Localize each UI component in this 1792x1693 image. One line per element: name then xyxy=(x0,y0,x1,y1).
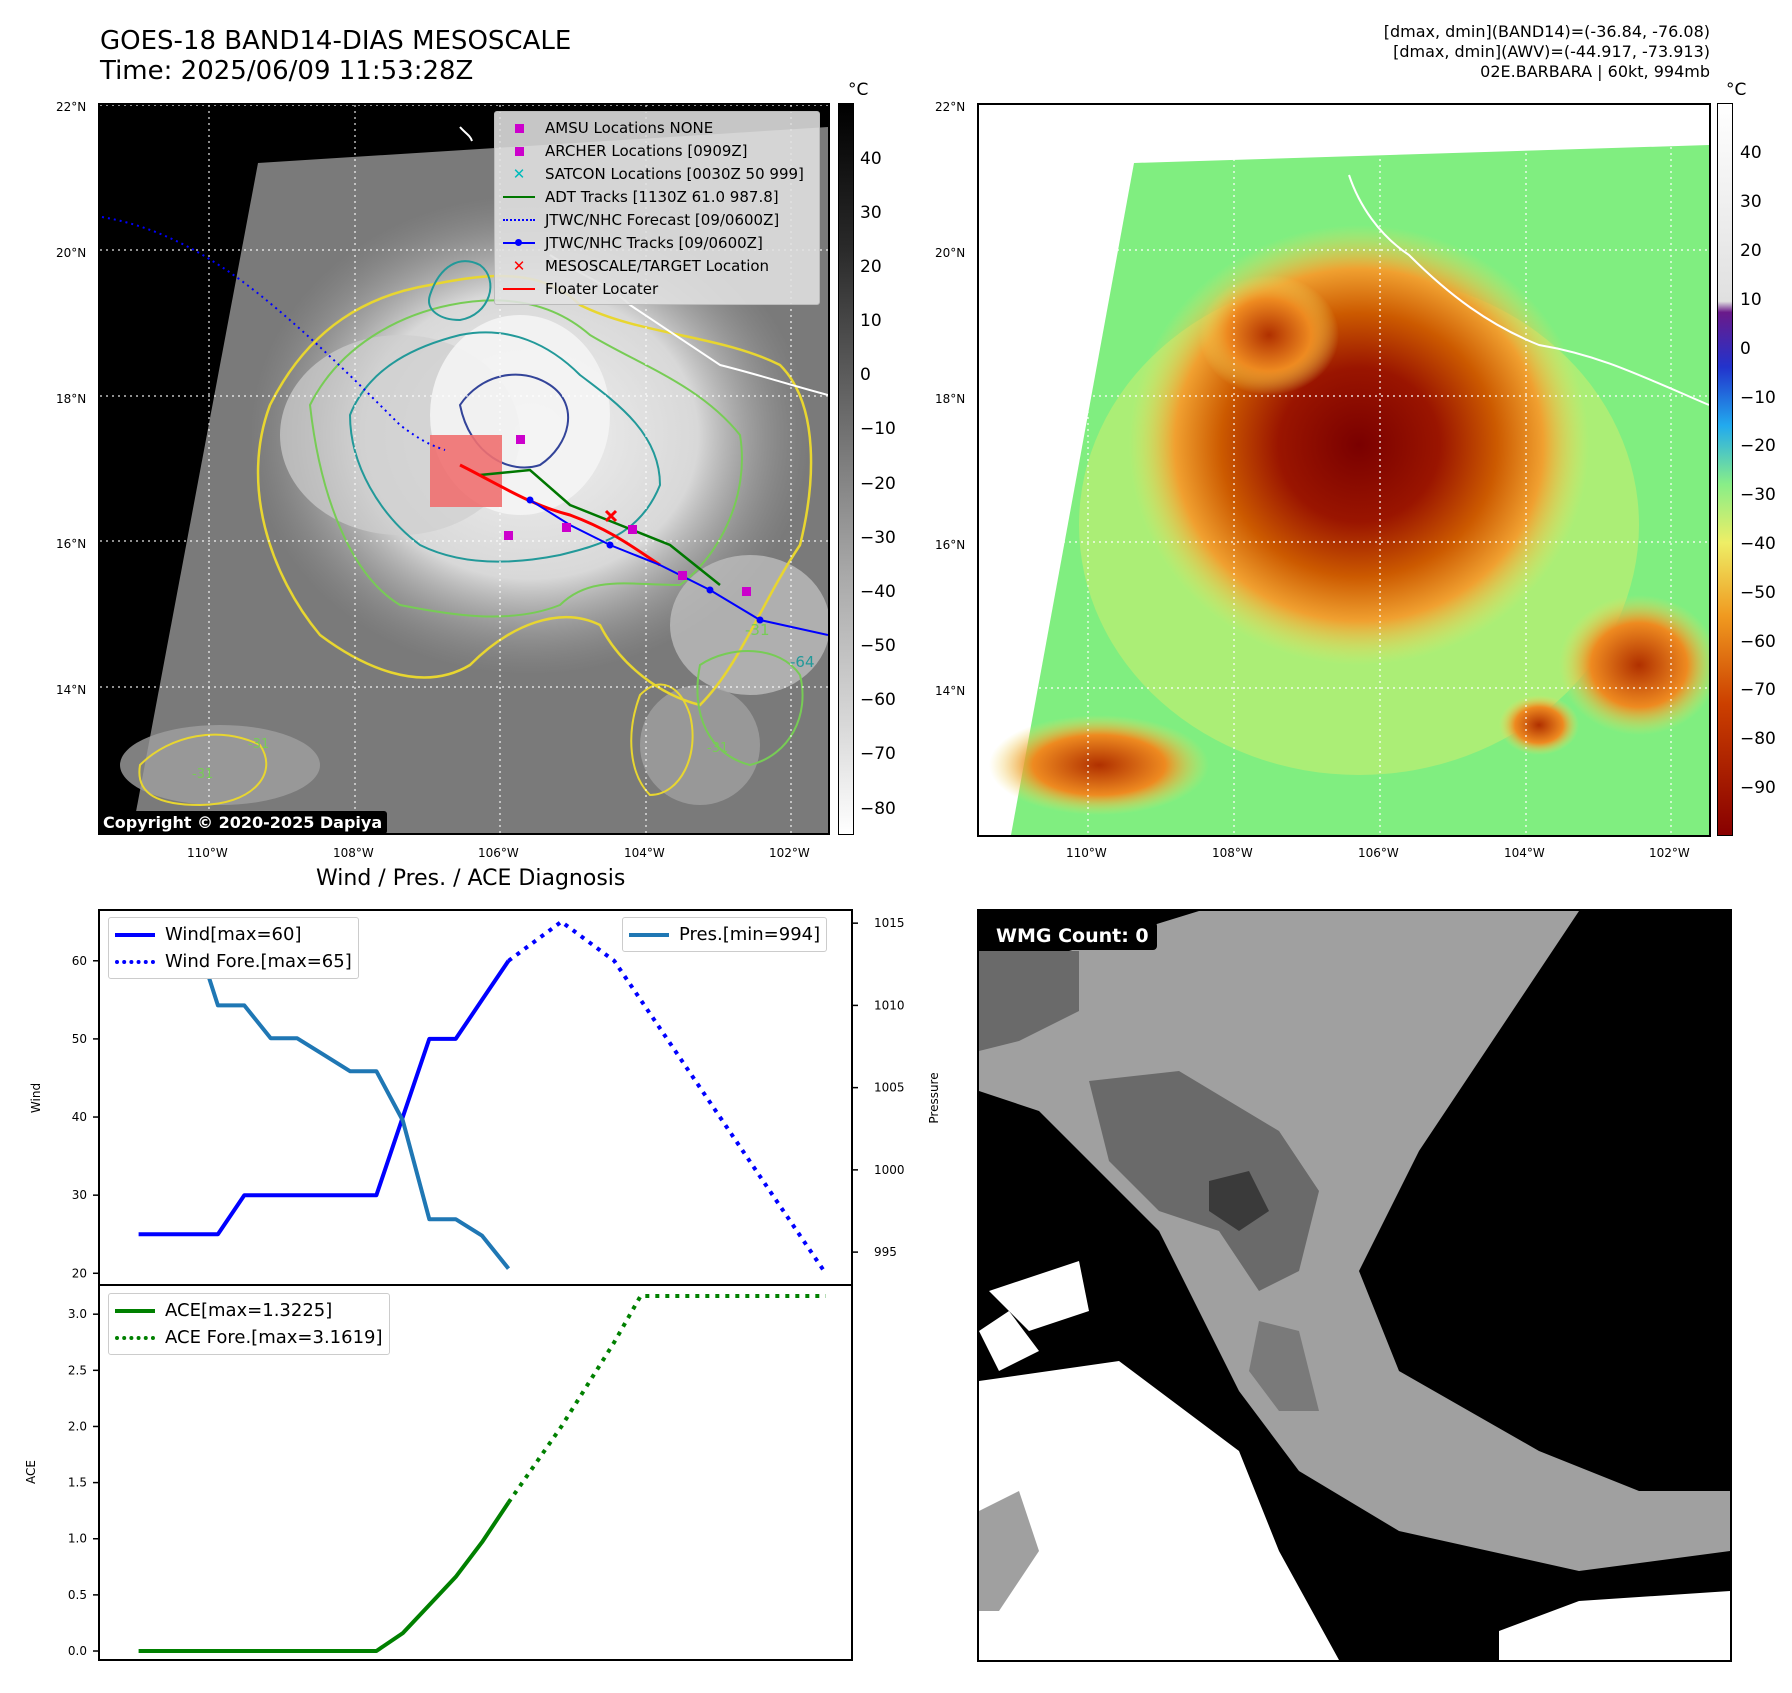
series-line xyxy=(507,919,828,1275)
contour-label: -31 xyxy=(248,737,270,752)
awv-colorbar xyxy=(1717,103,1733,836)
y-tick-label: 2.5 xyxy=(68,1363,87,1377)
colorbar-unit: °C xyxy=(848,80,869,100)
y-tick-label: 1.5 xyxy=(68,1476,87,1490)
lon-label: 110°W xyxy=(187,846,228,860)
ace-marks: 0.0 0.5 1.0 1.5 2.0 2.5 3.0 xyxy=(68,1294,826,1658)
lat-label: 18°N xyxy=(935,392,966,406)
y-tick-label: 40 xyxy=(72,1110,87,1124)
y-tick-label: 50 xyxy=(72,1032,87,1046)
contour-label: -31 xyxy=(192,767,214,782)
legend-item: AMSU Locations NONE xyxy=(501,116,813,139)
legend-item: Wind[max=60] xyxy=(115,921,352,948)
legend-item: JTWC/NHC Tracks [09/0600Z] xyxy=(501,231,813,254)
series-line xyxy=(506,1294,826,1504)
y-right-tick-label: 1010 xyxy=(874,998,905,1012)
lat-label: 16°N xyxy=(56,537,87,551)
wmg-panel xyxy=(977,909,1732,1662)
wind-axis-label: Wind xyxy=(29,1083,43,1113)
awv-map-panel xyxy=(977,103,1711,837)
contour-label: -31 xyxy=(745,621,770,639)
lon-label: 102°W xyxy=(769,846,810,860)
lat-label: 20°N xyxy=(56,246,87,260)
legend-item: ACE Fore.[max=3.1619] xyxy=(115,1324,383,1351)
y-tick-label: 60 xyxy=(72,954,87,968)
pressure-axis-label: Pressure xyxy=(927,1072,941,1123)
legend-item: Wind Fore.[max=65] xyxy=(115,948,352,975)
ir-colorbar xyxy=(838,103,854,835)
lon-label: 110°W xyxy=(1066,846,1107,860)
lat-label: 16°N xyxy=(935,538,966,552)
lat-label: 14°N xyxy=(935,684,966,698)
pressure-legend: Pres.[min=994] xyxy=(622,917,828,952)
lat-label: 22°N xyxy=(56,100,87,114)
storm-info: [dmax, dmin](BAND14)=(-36.84, -76.08) [d… xyxy=(1384,22,1710,82)
ace-plot-frame xyxy=(98,1284,853,1661)
lon-label: 108°W xyxy=(333,846,374,860)
chart-timestamp: Time: 2025/06/09 11:53:28Z xyxy=(100,56,474,86)
lat-label: 14°N xyxy=(56,683,87,697)
chart-title: GOES-18 BAND14-DIAS MESOSCALE xyxy=(100,26,572,56)
lat-label: 20°N xyxy=(935,246,966,260)
lon-label: 108°W xyxy=(1212,846,1253,860)
lon-label: 106°W xyxy=(478,846,519,860)
series-line xyxy=(138,1501,511,1653)
diagnosis-title: Wind / Pres. / ACE Diagnosis xyxy=(316,866,626,891)
y-right-tick-label: 1005 xyxy=(874,1081,905,1095)
legend-item: Pres.[min=994] xyxy=(629,921,820,948)
legend-item: JTWC/NHC Forecast [09/0600Z] xyxy=(501,208,813,231)
legend-item: ✕ SATCON Locations [0030Z 50 999] xyxy=(512,164,804,183)
legend-item: ARCHER Locations [0909Z] xyxy=(501,139,813,162)
lat-label: 18°N xyxy=(56,392,87,406)
y-right-tick-label: 1000 xyxy=(874,1163,905,1177)
legend-item: Floater Locater xyxy=(501,277,813,300)
y-tick-label: 30 xyxy=(72,1188,87,1202)
legend-item: ✕ MESOSCALE/TARGET Location xyxy=(512,256,770,275)
y-tick-label: 0.5 xyxy=(68,1588,87,1602)
wmg-count-badge: WMG Count: 0 xyxy=(988,922,1157,950)
y-tick-label: 1.0 xyxy=(68,1532,87,1546)
band14-range: [dmax, dmin](BAND14)=(-36.84, -76.08) xyxy=(1383,22,1710,41)
ace-axis-label: ACE xyxy=(24,1460,38,1484)
y-tick-label: 2.0 xyxy=(68,1419,87,1433)
contour-label: -64 xyxy=(790,653,815,671)
wmg-image xyxy=(979,911,1730,1660)
y-tick-label: 3.0 xyxy=(68,1307,87,1321)
wind-legend: Wind[max=60] Wind Fore.[max=65] xyxy=(108,917,359,979)
lon-label: 104°W xyxy=(1504,846,1545,860)
ace-legend: ACE[max=1.3225] ACE Fore.[max=3.1619] xyxy=(108,1293,390,1355)
colorbar-unit: °C xyxy=(1726,80,1747,100)
contour-label: -31 xyxy=(707,741,729,756)
lon-label: 104°W xyxy=(624,846,665,860)
ir-legend: AMSU Locations NONE ARCHER Locations [09… xyxy=(494,111,820,305)
legend-item: ACE[max=1.3225] xyxy=(115,1297,383,1324)
legend-item: ADT Tracks [1130Z 61.0 987.8] xyxy=(501,185,813,208)
y-right-tick-label: 995 xyxy=(874,1245,897,1259)
series-line xyxy=(138,959,511,1237)
lon-label: 106°W xyxy=(1358,846,1399,860)
lat-label: 22°N xyxy=(935,100,966,114)
awv-map-image xyxy=(979,105,1709,835)
y-tick-label: 20 xyxy=(72,1266,87,1280)
y-tick-label: 0.0 xyxy=(68,1644,87,1658)
copyright-label: Copyright © 2020-2025 Dapiya xyxy=(100,811,388,833)
y-right-tick-label: 1015 xyxy=(874,916,905,930)
lon-label: 102°W xyxy=(1649,846,1690,860)
storm-name-intensity: 02E.BARBARA | 60kt, 994mb xyxy=(1480,62,1710,81)
awv-range: [dmax, dmin](AWV)=(-44.917, -73.913) xyxy=(1393,42,1710,61)
